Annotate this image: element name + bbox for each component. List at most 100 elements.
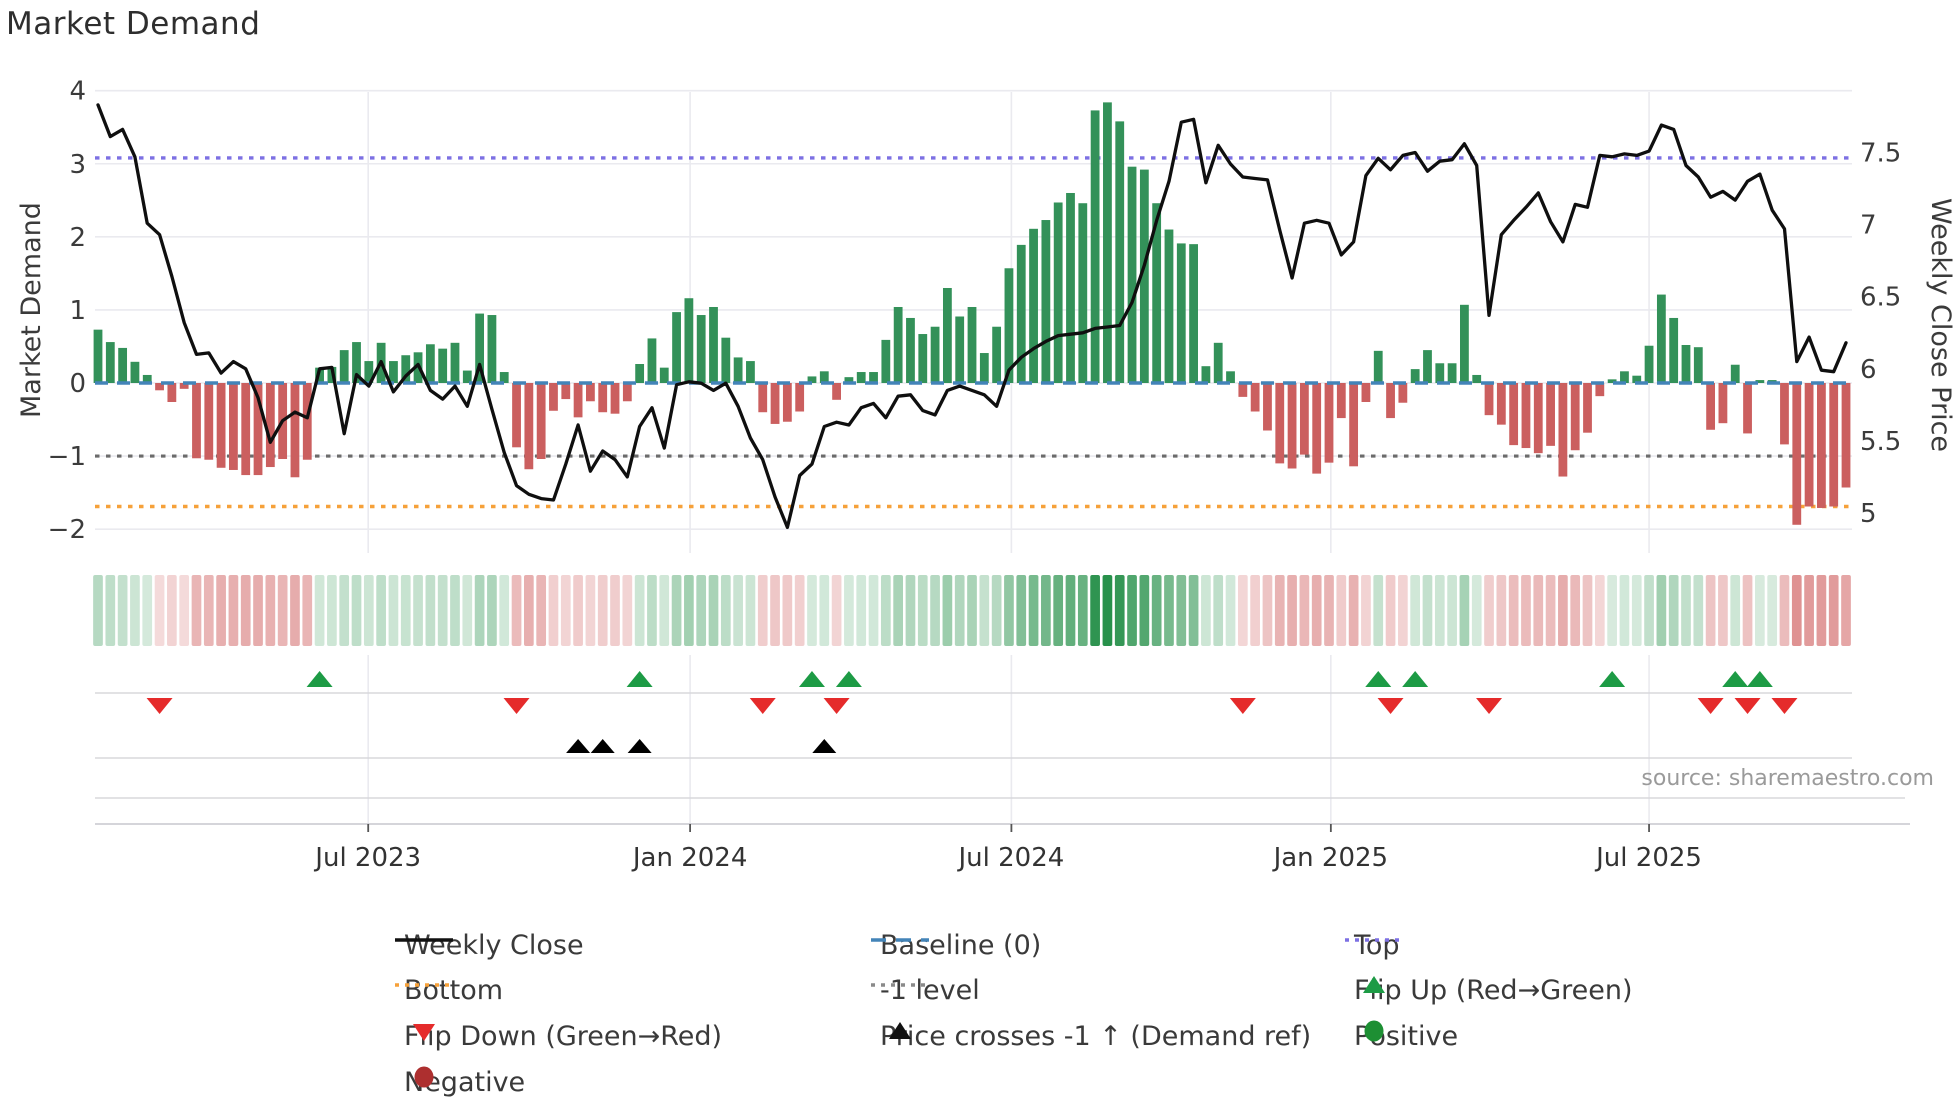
heatmap-cell	[1607, 575, 1617, 646]
demand-bar	[659, 367, 669, 383]
demand-bar	[1583, 383, 1592, 433]
demand-bar	[573, 383, 583, 418]
heatmap-cell	[1434, 575, 1445, 646]
demand-bar	[1644, 345, 1654, 383]
heatmap-cell	[1311, 575, 1322, 646]
heatmap-cell	[1299, 575, 1310, 646]
heatmap-cell	[179, 575, 190, 646]
demand-bar	[241, 383, 251, 476]
heatmap-cell	[868, 575, 879, 646]
heatmap-cell	[302, 575, 313, 646]
demand-bar	[1435, 363, 1445, 383]
demand-bar	[1361, 383, 1371, 403]
left-axis-tick-label: −1	[48, 442, 86, 472]
flip-up-marker	[1746, 671, 1773, 687]
right-axis-tick-label: 7	[1860, 211, 1877, 241]
heatmap-cell	[339, 575, 350, 646]
heatmap-cell	[167, 575, 177, 646]
heatmap-cell	[1533, 575, 1544, 646]
demand-bar	[1287, 383, 1297, 469]
demand-bar	[721, 337, 731, 383]
demand-bar	[1423, 350, 1432, 383]
heatmap-cell	[1484, 575, 1494, 646]
heatmap-cell	[1619, 575, 1630, 646]
demand-bar	[487, 315, 497, 383]
demand-bar	[819, 371, 829, 383]
demand-bar	[1349, 383, 1359, 467]
heatmap-cell	[794, 575, 805, 646]
heatmap-cell	[659, 575, 670, 646]
heatmap-cell	[1730, 575, 1741, 646]
demand-bar	[1041, 220, 1051, 383]
demand-bar	[450, 342, 460, 383]
weekly-close-line	[96, 103, 1848, 530]
heatmap-cell	[560, 575, 571, 646]
demand-bar	[1103, 102, 1112, 383]
demand-bar	[204, 383, 214, 460]
demand-bar	[746, 361, 755, 383]
demand-bar	[1164, 229, 1174, 383]
heatmap-cell	[708, 575, 719, 646]
demand-bar	[1730, 364, 1740, 383]
demand-bar	[1398, 383, 1408, 403]
heatmap-cell	[1447, 575, 1457, 646]
legend-minus-one: -1 level	[870, 973, 980, 1007]
heatmap-cell	[1582, 575, 1593, 646]
demand-bar	[192, 383, 201, 459]
price-cross-marker	[627, 739, 652, 753]
heatmap-cell	[991, 575, 1002, 646]
legend-positive: Positive	[1344, 1019, 1458, 1053]
flip-down-marker	[1734, 698, 1761, 714]
heatmap-cell	[314, 575, 325, 646]
heatmap-cell	[1779, 575, 1790, 646]
demand-bar	[475, 313, 485, 383]
demand-bar	[1090, 110, 1100, 384]
demand-bar	[672, 312, 681, 383]
left-axis-tick-label: 1	[69, 296, 86, 326]
heatmap-cell	[1139, 575, 1150, 646]
heatmap-cell	[437, 575, 448, 646]
legend-weekly-close-label: Weekly Close	[404, 929, 584, 961]
demand-bar	[647, 338, 657, 383]
heatmap-cell	[425, 575, 436, 646]
demand-bar	[1681, 344, 1691, 383]
legend-bottom: Bottom	[394, 973, 503, 1007]
heatmap-cell	[253, 575, 263, 646]
demand-bar	[930, 326, 940, 383]
heatmap-cell	[1594, 575, 1605, 646]
demand-bar	[1693, 347, 1703, 383]
flip-up-marker	[1402, 671, 1429, 687]
flip-up-marker	[1599, 671, 1626, 687]
heatmap-cell	[1459, 575, 1470, 646]
demand-bar	[622, 383, 632, 402]
legend-minus-one-label: -1 level	[880, 974, 980, 1006]
heatmap-cell	[1090, 575, 1100, 646]
heatmap-cell	[277, 575, 288, 646]
heatmap-cell	[1804, 575, 1814, 646]
demand-bar	[918, 334, 928, 383]
legend-flip-down: Flip Down (Green→Red)	[394, 1019, 722, 1053]
left-axis-tick-label: 0	[69, 369, 86, 399]
heatmap-cell	[720, 575, 731, 646]
demand-bar	[1841, 383, 1851, 488]
demand-bar	[856, 372, 866, 383]
heatmap-cell	[450, 575, 460, 646]
heatmap-cell	[1102, 575, 1113, 646]
heatmap-cell	[1508, 575, 1519, 646]
heatmap-cell	[1114, 575, 1125, 646]
demand-bar	[844, 377, 854, 383]
heatmap-cell	[671, 575, 682, 646]
demand-bar	[216, 383, 226, 468]
demand-bar	[610, 383, 620, 414]
heatmap-cell	[1841, 575, 1851, 646]
legend-price-cross-label: Price crosses -1 ↑ (Demand ref)	[880, 1020, 1312, 1052]
demand-bar	[1029, 228, 1038, 383]
demand-bar	[782, 383, 792, 422]
flip-up-marker	[835, 671, 862, 687]
right-axis-tick-label: 6.5	[1860, 283, 1901, 313]
heatmap-cell	[1791, 575, 1802, 646]
demand-bar	[561, 383, 571, 400]
legend-flip-up-label: Flip Up (Red→Green)	[1354, 974, 1633, 1006]
demand-bar	[807, 376, 817, 383]
demand-bar	[512, 383, 521, 448]
